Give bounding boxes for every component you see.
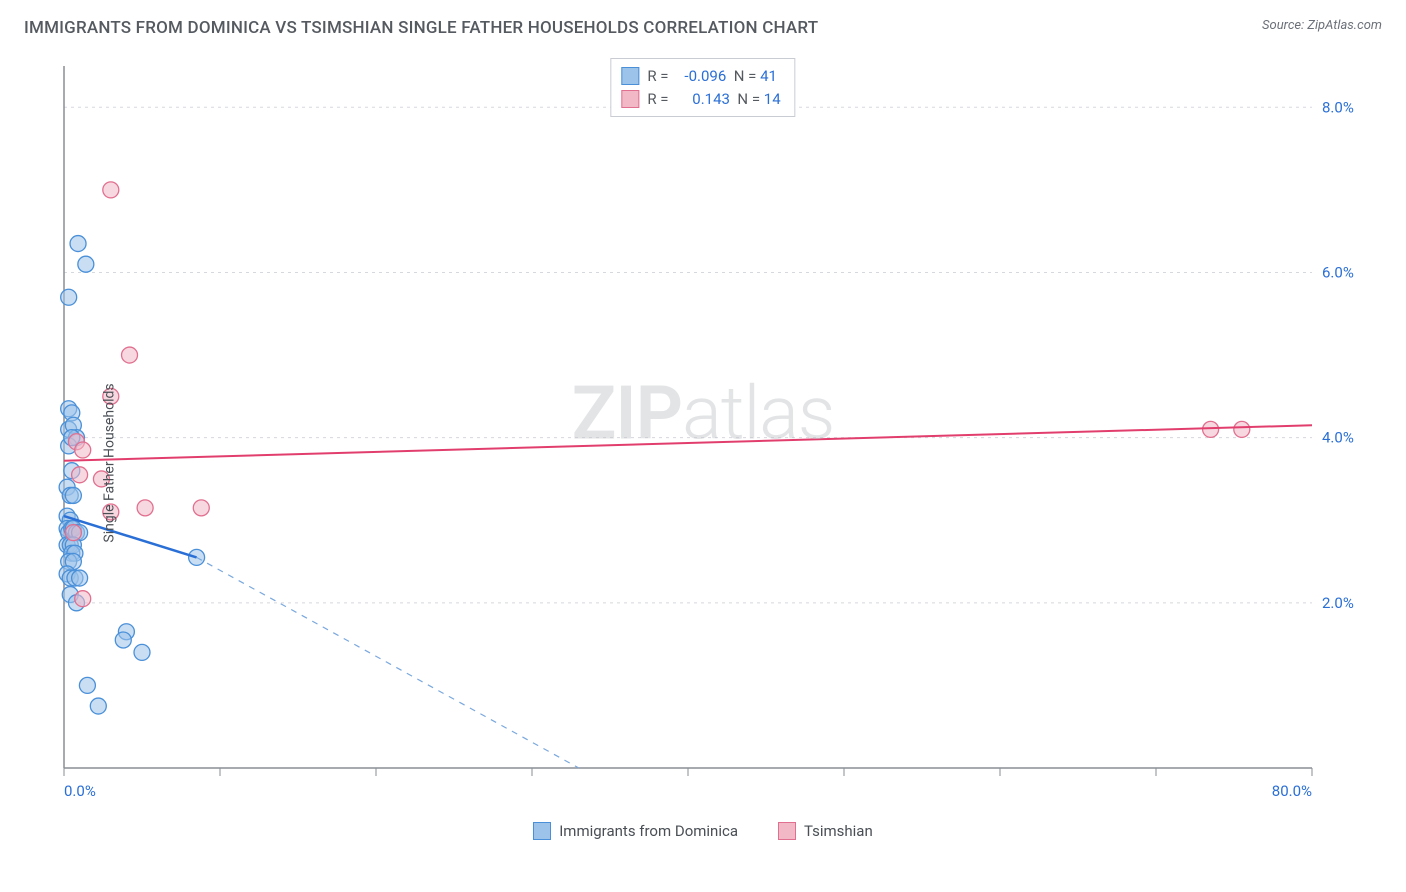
svg-text:80.0%: 80.0% — [1272, 782, 1312, 800]
source-label: Source: ZipAtlas.com — [1262, 18, 1382, 33]
swatch-icon — [621, 90, 639, 108]
legend-item: Immigrants from Dominica — [533, 822, 738, 840]
svg-text:2.0%: 2.0% — [1322, 594, 1354, 612]
swatch-icon — [778, 822, 796, 840]
correlation-legend: R = -0.096 N = 41 R = 0.143 N = 14 — [610, 58, 795, 117]
svg-text:8.0%: 8.0% — [1322, 98, 1354, 116]
legend-row: R = 0.143 N = 14 — [621, 88, 780, 111]
svg-text:6.0%: 6.0% — [1322, 263, 1354, 281]
svg-text:0.0%: 0.0% — [64, 782, 96, 800]
legend-row: R = -0.096 N = 41 — [621, 65, 780, 88]
scatter-chart: 2.0% 4.0% 6.0% 8.0% 0.0% 80.0% — [24, 58, 1382, 818]
y-axis-label: Single Father Households — [102, 383, 118, 542]
swatch-icon — [621, 67, 639, 85]
swatch-icon — [533, 822, 551, 840]
chart-title: IMMIGRANTS FROM DOMINICA VS TSIMSHIAN SI… — [24, 18, 818, 38]
bottom-legend: Immigrants from Dominica Tsimshian — [24, 822, 1382, 840]
legend-item: Tsimshian — [778, 822, 873, 840]
chart-container: Single Father Households ZIPatlas R = -0… — [24, 58, 1382, 868]
svg-text:4.0%: 4.0% — [1322, 429, 1354, 447]
